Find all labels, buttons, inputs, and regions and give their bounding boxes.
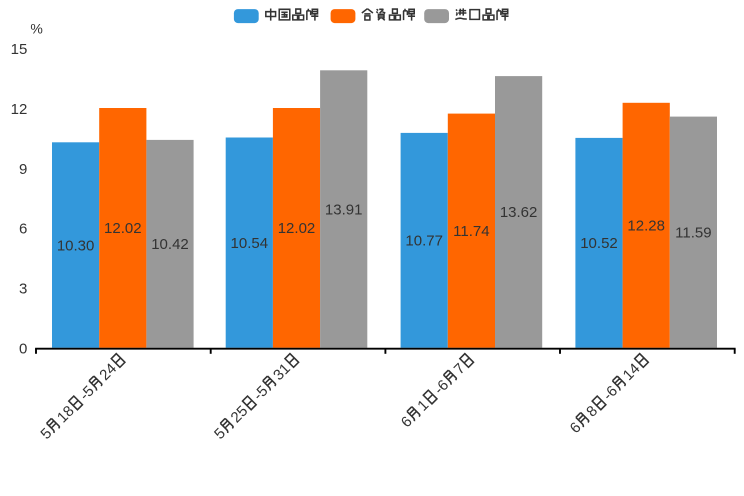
svg-text:10.30: 10.30	[57, 237, 95, 254]
svg-text:0: 0	[19, 340, 27, 357]
svg-text:15: 15	[11, 41, 28, 58]
svg-text:10.42: 10.42	[151, 236, 189, 253]
svg-text:%: %	[30, 20, 42, 36]
svg-text:12.28: 12.28	[627, 218, 665, 235]
svg-text:13.62: 13.62	[500, 204, 538, 221]
svg-text:9: 9	[19, 161, 27, 178]
svg-text:12.02: 12.02	[278, 220, 316, 237]
svg-text:6: 6	[19, 221, 27, 238]
svg-text:11.59: 11.59	[675, 225, 711, 242]
svg-text:13.91: 13.91	[325, 201, 363, 218]
svg-text:3: 3	[19, 281, 27, 298]
svg-text:11.74: 11.74	[453, 223, 489, 240]
svg-text:10.77: 10.77	[405, 233, 443, 250]
svg-text:10.52: 10.52	[580, 235, 618, 252]
svg-text:12.02: 12.02	[104, 220, 142, 237]
svg-text:12: 12	[11, 101, 28, 118]
svg-text:10.54: 10.54	[231, 235, 269, 252]
